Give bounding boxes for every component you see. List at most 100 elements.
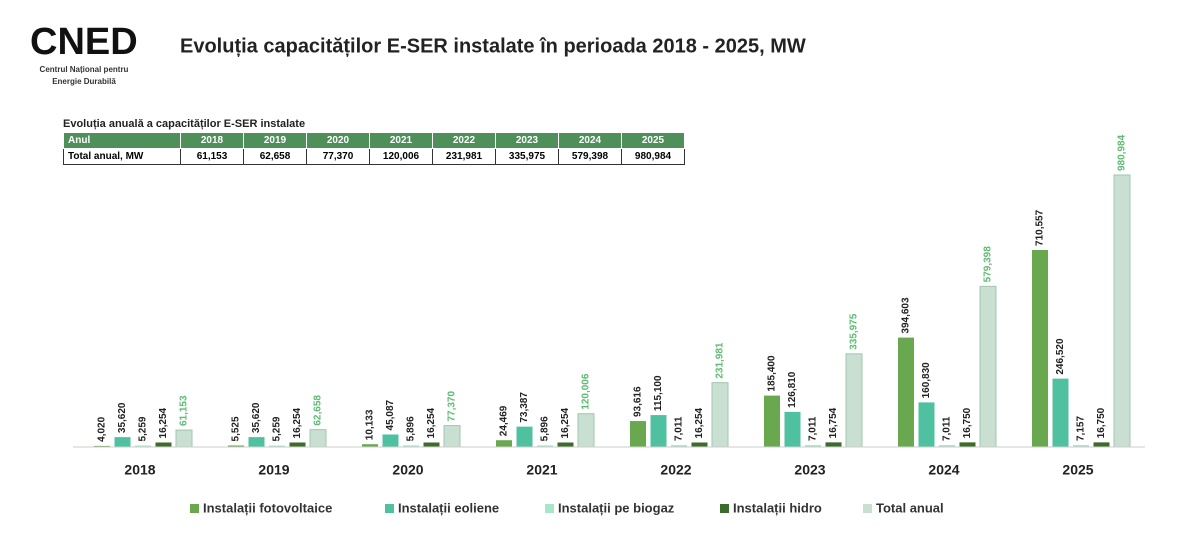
- data-label: 16,254: [560, 407, 571, 438]
- table-row: Total anual, MW 61,153 62,658 77,370 120,006…: [63, 148, 685, 165]
- table-cell: 231,981: [432, 148, 496, 165]
- data-label: 16,254: [292, 407, 303, 438]
- bar: [135, 445, 151, 447]
- data-label: 62,658: [313, 395, 324, 426]
- data-label: 7,011: [942, 416, 953, 441]
- table-cell: 2025: [621, 132, 685, 149]
- data-label: 16,254: [694, 407, 705, 438]
- x-tick-label: 2020: [392, 462, 423, 478]
- data-label: 35,620: [117, 402, 128, 433]
- data-label: 16,750: [962, 407, 973, 438]
- data-label: 185,400: [767, 355, 778, 392]
- bar: [496, 440, 512, 447]
- bar: [362, 444, 378, 447]
- legend-swatch: [720, 504, 729, 513]
- data-label: 93,616: [633, 386, 644, 417]
- legend-swatch: [545, 504, 554, 513]
- logo-subtitle: Energie Durabilă: [52, 77, 116, 86]
- data-label: 16,254: [426, 407, 437, 438]
- table-cell: 77,370: [306, 148, 370, 165]
- bar: [289, 442, 306, 447]
- x-tick-label: 2024: [928, 462, 959, 478]
- bar: [918, 402, 935, 447]
- legend-label: Total anual: [876, 500, 944, 515]
- data-label: 73,387: [519, 392, 530, 423]
- data-label: 5,525: [231, 416, 242, 441]
- x-tick-label: 2018: [124, 462, 155, 478]
- x-tick-label: 2023: [794, 462, 825, 478]
- data-label: 120,006: [581, 373, 592, 410]
- data-label: 160,830: [921, 362, 932, 399]
- legend-label: Instalații pe biogaz: [558, 500, 675, 515]
- data-label: 16,254: [158, 407, 169, 438]
- logo: CNED: [30, 21, 138, 63]
- data-label: 579,398: [983, 246, 994, 283]
- bar: [1052, 378, 1069, 447]
- table-cell: 61,153: [180, 148, 244, 165]
- bar: [1113, 174, 1131, 448]
- bar: [825, 442, 842, 447]
- bar: [711, 382, 729, 448]
- bar: [557, 442, 574, 447]
- table-cell: 2022: [432, 132, 496, 149]
- x-tick-label: 2019: [258, 462, 289, 478]
- bar: [269, 445, 285, 447]
- legend-label: Instalații fotovoltaice: [203, 500, 332, 515]
- data-label: 16,754: [828, 407, 839, 438]
- data-label: 7,157: [1076, 416, 1087, 441]
- table-cell: 120,006: [369, 148, 433, 165]
- table-cell: 62,658: [243, 148, 307, 165]
- bar: [175, 429, 193, 448]
- table-row: Anul 2018 2019 2020 2021 2022 2023 2024 2025: [63, 132, 685, 149]
- table-title: Evoluția anuală a capacităților E-SER in…: [63, 118, 306, 130]
- data-label: 77,370: [447, 391, 458, 422]
- legend-swatch: [190, 504, 199, 513]
- data-label: 5,896: [540, 416, 551, 441]
- data-label: 246,520: [1055, 338, 1066, 375]
- data-label: 24,469: [499, 405, 510, 436]
- data-label: 7,011: [808, 416, 819, 441]
- data-label: 394,603: [901, 297, 912, 334]
- bar: [94, 445, 110, 447]
- data-label: 231,981: [715, 342, 726, 379]
- data-label: 10,133: [365, 409, 376, 440]
- data-label: 335,975: [849, 313, 860, 350]
- table-cell: 2021: [369, 132, 433, 149]
- bar: [898, 337, 914, 447]
- table-cell: 2023: [495, 132, 559, 149]
- summary-table: Evoluția anuală a capacităților E-SER in…: [63, 117, 685, 165]
- bar: [1093, 442, 1110, 447]
- bar: [979, 285, 997, 448]
- table-cell: 980,984: [621, 148, 685, 165]
- table-cell: 335,975: [495, 148, 559, 165]
- data-label: 7,011: [674, 416, 685, 441]
- bar: [516, 426, 533, 447]
- data-label: 5,896: [406, 416, 417, 441]
- bar: [155, 442, 172, 447]
- bar: [537, 445, 553, 447]
- bar: [1032, 249, 1048, 447]
- bar: [671, 445, 687, 447]
- x-tick-label: 2022: [660, 462, 691, 478]
- bar: [845, 353, 863, 448]
- bar: [959, 442, 976, 447]
- bar: [691, 442, 708, 447]
- data-label: 126,810: [787, 371, 798, 408]
- data-label: 980,984: [1117, 134, 1128, 171]
- bar: [382, 434, 399, 447]
- table: Anul 2018 2019 2020 2021 2022 2023 2024 2025 Tota…: [63, 132, 685, 165]
- table-cell: Total anual, MW: [63, 148, 181, 165]
- bar: [939, 445, 955, 447]
- data-label: 45,087: [385, 399, 396, 430]
- bar: [805, 445, 821, 447]
- bar: [764, 395, 780, 447]
- bar: [630, 421, 646, 447]
- legend-swatch: [385, 504, 394, 513]
- data-label: 35,620: [251, 402, 262, 433]
- bar: [1073, 445, 1089, 447]
- logo-subtitle: Centrul Național pentru: [40, 65, 129, 74]
- bar: [228, 445, 244, 447]
- data-label: 115,100: [653, 375, 664, 411]
